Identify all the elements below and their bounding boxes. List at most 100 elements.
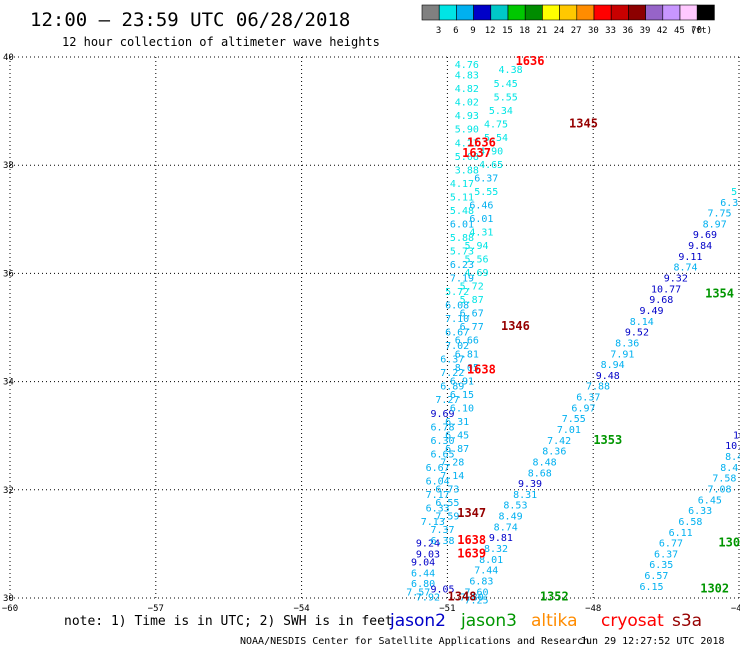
wave-height-value: 4.90 xyxy=(479,146,503,157)
wave-height-value: 9.32 xyxy=(664,274,688,285)
wave-height-value: 8.36 xyxy=(542,447,566,458)
pass-time-label: 1348 xyxy=(448,590,477,604)
pass-time-label: 1637 xyxy=(462,146,491,160)
wave-height-value: 9.69 xyxy=(430,409,454,420)
colorbar-label: 39 xyxy=(640,26,651,36)
wave-height-value: 10. xyxy=(725,441,740,452)
wave-height-value: 7.37 xyxy=(430,525,454,536)
wave-height-value: 4.82 xyxy=(455,84,479,95)
wave-height-value: 6.31 xyxy=(445,417,469,428)
wave-height-value: 6.30 xyxy=(430,436,454,447)
wave-height-value: 5.54 xyxy=(484,133,508,144)
wave-height-value: 9.04 xyxy=(411,558,435,569)
satellite-legend: jason2 jason3 altika cryosat s3a xyxy=(389,611,702,631)
wave-height-value: 6.67 xyxy=(460,309,484,320)
colorbar-swatch xyxy=(542,4,560,21)
pass-time-label: 1353 xyxy=(593,433,622,447)
wave-height-value: 5.08 xyxy=(455,152,479,163)
wave-height-value: 9.39 xyxy=(518,479,542,490)
y-tick-label: 40 xyxy=(3,53,14,63)
pass-time-label: 1346 xyxy=(501,319,530,333)
map-subtitle: 12 hour collection of altimeter wave hei… xyxy=(62,35,380,49)
wave-height-value: 7.17 xyxy=(426,490,450,501)
axis-tick-labels: −60 −57 −54 −51 −48 −45 30 32 34 36 38 40 xyxy=(2,53,740,614)
wave-height-value: 7.92 xyxy=(416,593,440,604)
colorbar-swatch xyxy=(438,4,457,21)
colorbar-swatch xyxy=(524,4,543,21)
wave-height-value: 8.01 xyxy=(479,555,503,566)
wave-height-value: 7.91 xyxy=(610,349,634,360)
wave-height-value: 6.83 xyxy=(469,576,493,587)
wave-height-value: 7.01 xyxy=(557,425,581,436)
wave-height-value: 7.27 xyxy=(435,395,459,406)
pass-time-label: 1347 xyxy=(457,506,486,520)
wave-height-value: 9.48 xyxy=(596,371,620,382)
wave-height-value: 5.34 xyxy=(489,106,513,117)
wave-height-value: 6.37 xyxy=(474,173,498,184)
wave-height-value: 8.97 xyxy=(703,219,727,230)
wave-height-value: 8.94 xyxy=(601,360,625,371)
x-tick-label: −45 xyxy=(731,604,740,614)
satellite-legend-jason2: jason2 xyxy=(389,611,446,631)
y-tick-label: 32 xyxy=(3,486,14,496)
x-tick-label: −60 xyxy=(2,604,18,614)
x-tick-label: −54 xyxy=(293,604,309,614)
wave-height-value: 5.88 xyxy=(450,233,474,244)
wave-height-value: 4.31 xyxy=(469,228,493,239)
wave-height-value: 10 xyxy=(733,430,740,441)
colorbar-label: 45 xyxy=(674,26,685,36)
colorbar-label: 6 xyxy=(453,26,458,36)
wave-height-value: 5.72 xyxy=(445,287,469,298)
wave-height-value: 5.56 xyxy=(465,255,489,266)
colorbar-swatch xyxy=(679,4,698,21)
colorbar: 3 6 9 12 15 18 21 24 27 30 33 36 39 42 45 70(ft) xyxy=(421,4,715,36)
wave-height-value: 8.4 xyxy=(720,463,738,474)
wave-height-value: 6.97 xyxy=(571,403,595,414)
wave-height-value: 6.33 xyxy=(688,506,712,517)
wave-height-value: 6.3 xyxy=(720,198,738,209)
wave-height-value: 8.49 xyxy=(499,512,523,523)
wave-height-value: 3.88 xyxy=(455,165,479,176)
wave-height-value: 6.08 xyxy=(445,301,469,312)
wave-height-value: 6.15 xyxy=(450,390,474,401)
wave-height-value: 5 xyxy=(731,187,737,198)
wave-height-value: 10.77 xyxy=(651,284,681,295)
wave-height-value: 7.42 xyxy=(547,436,571,447)
wave-height-value: 9.68 xyxy=(649,295,673,306)
pass-time-label: 1302 xyxy=(700,582,729,596)
wave-height-value: 4.65 xyxy=(479,160,503,171)
wave-height-value: 9.81 xyxy=(489,533,513,544)
colorbar-label: 12 xyxy=(485,26,496,36)
wave-height-value: 7.28 xyxy=(440,457,464,468)
y-tick-label: 36 xyxy=(3,269,14,279)
colorbar-label: 21 xyxy=(536,26,547,36)
wave-height-value: 6.81 xyxy=(455,349,479,360)
map-title: 12:00 — 23:59 UTC 06/28/2018 xyxy=(30,9,350,31)
wave-height-value: 9.52 xyxy=(625,328,649,339)
wave-height-value: 8.4 xyxy=(725,452,740,463)
wave-height-value: 7.60 xyxy=(465,587,489,598)
wave-height-value: 6.91 xyxy=(450,376,474,387)
footer-credit: NOAA/NESDIS Center for Satellite Applica… xyxy=(240,636,589,647)
wave-height-value: 6.37 xyxy=(654,549,678,560)
wave-height-value: 7.59 xyxy=(435,512,459,523)
wave-height-value: 9.49 xyxy=(639,306,663,317)
wave-height-value: 8.68 xyxy=(528,468,552,479)
colorbar-swatch xyxy=(645,4,664,21)
wave-height-value: 6.35 xyxy=(649,560,673,571)
colorbar-swatch xyxy=(421,4,440,21)
x-tick-label: −57 xyxy=(148,604,164,614)
x-tick-label: −48 xyxy=(585,604,601,614)
wave-height-value: 6.45 xyxy=(445,430,469,441)
colorbar-label: 36 xyxy=(622,26,633,36)
wave-height-value: 4.27 xyxy=(455,138,479,149)
wave-height-value: 6.87 xyxy=(445,444,469,455)
wave-height-value: 5.55 xyxy=(494,92,518,103)
wave-height-value: 7.88 xyxy=(586,382,610,393)
wave-height-values: 4.764.83 4.82 4.02 4.93 5.90 4.27 5.08 3.88 4.17… xyxy=(406,60,740,607)
wave-height-value: 7.13 xyxy=(421,517,445,528)
pass-time-label: 1638 xyxy=(457,533,486,547)
wave-height-value: 6.67 xyxy=(426,463,450,474)
wave-height-value: 7.02 xyxy=(445,341,469,352)
